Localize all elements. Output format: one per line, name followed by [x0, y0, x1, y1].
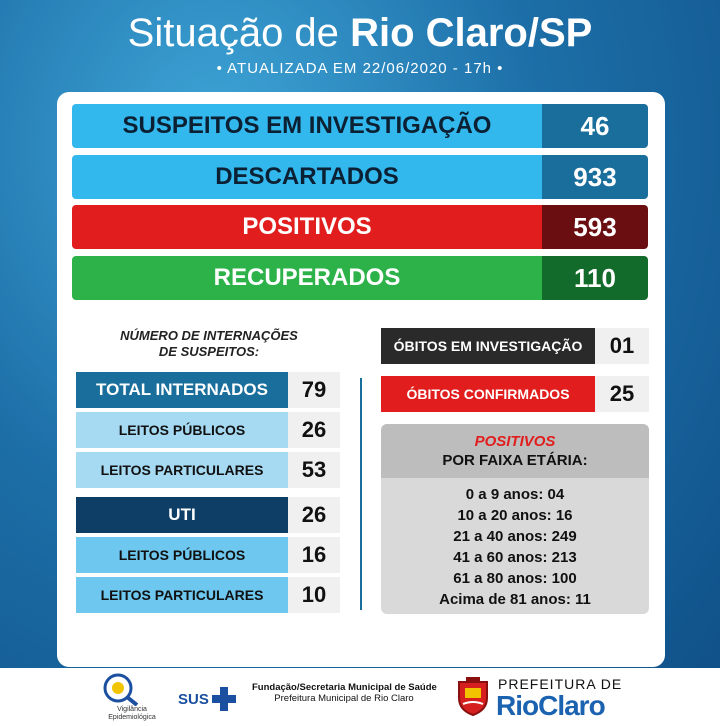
row-value: 53 — [288, 452, 340, 488]
obitos-label: ÓBITOS CONFIRMADOS — [381, 376, 595, 412]
internacoes-heading-line2: DE SUSPEITOS: — [158, 344, 260, 359]
row-value: 10 — [288, 577, 340, 613]
summary-label: POSITIVOS — [72, 205, 542, 249]
vigilancia-line1: Vigilância — [117, 706, 147, 713]
summary-value: 933 — [542, 155, 648, 199]
summary-value: 593 — [542, 205, 648, 249]
obitos-confirmados: ÓBITOS CONFIRMADOS 25 — [381, 376, 649, 412]
list-item: 10 a 20 anos: 16 — [457, 507, 573, 524]
obitos-investigacao: ÓBITOS EM INVESTIGAÇÃO 01 — [381, 328, 649, 364]
faixa-etaria-box: POSITIVOS POR FAIXA ETÁRIA: 0 a 9 anos: … — [381, 424, 649, 614]
row-label: LEITOS PÚBLICOS — [76, 537, 288, 573]
prefeitura-logo: PREFEITURA DE RioClaro — [456, 674, 656, 722]
row-label: TOTAL INTERNADOS — [76, 372, 288, 408]
footer-logos: Vigilância Epidemiológica SUS Fundação/S… — [0, 668, 720, 726]
column-divider — [360, 378, 362, 610]
obitos-value: 25 — [595, 376, 649, 412]
summary-descartados: DESCARTADOS 933 — [72, 155, 648, 199]
row-label: UTI — [76, 497, 288, 533]
row-label: LEITOS PÚBLICOS — [76, 412, 288, 448]
vigilancia-text: Vigilância Epidemiológica — [92, 706, 172, 722]
sus-text: SUS — [178, 690, 209, 708]
fundacao-line2: Prefeitura Municipal de Rio Claro — [274, 693, 414, 704]
faixa-etaria-list: 0 a 9 anos: 04 10 a 20 anos: 16 21 a 40 … — [381, 478, 649, 610]
row-value: 26 — [288, 412, 340, 448]
summary-value: 46 — [542, 104, 648, 148]
fundacao-logo: Fundação/Secretaria Municipal de Saúde P… — [252, 682, 437, 704]
prefeitura-line2: RioClaro — [496, 690, 606, 721]
list-item: 61 a 80 anos: 100 — [453, 570, 577, 587]
row-uti-leitos-publicos: LEITOS PÚBLICOS 16 — [76, 537, 340, 573]
page-title: Situação de Rio Claro/SP — [0, 10, 720, 56]
row-value: 79 — [288, 372, 340, 408]
row-uti: UTI 26 — [76, 497, 340, 533]
row-uti-leitos-particulares: LEITOS PARTICULARES 10 — [76, 577, 340, 613]
internacoes-heading: NÚMERO DE INTERNAÇÕES DE SUSPEITOS: — [78, 328, 340, 360]
summary-label: SUSPEITOS EM INVESTIGAÇÃO — [72, 104, 542, 148]
row-value: 16 — [288, 537, 340, 573]
summary-suspeitos: SUSPEITOS EM INVESTIGAÇÃO 46 — [72, 104, 648, 148]
faixa-etaria-title-line1: POSITIVOS — [474, 433, 556, 450]
row-label: LEITOS PARTICULARES — [76, 577, 288, 613]
title-prefix: Situação de — [127, 11, 339, 55]
list-item: 0 a 9 anos: 04 — [465, 486, 565, 503]
faixa-etaria-heading: POSITIVOS POR FAIXA ETÁRIA: — [381, 424, 649, 478]
title-location: Rio Claro/SP — [350, 11, 593, 55]
sus-logo: SUS — [178, 686, 237, 712]
row-value: 26 — [288, 497, 340, 533]
guide-url-link[interactable]: www.saude-rioclaro.org.br — [290, 649, 430, 661]
row-total-internados: TOTAL INTERNADOS 79 — [76, 372, 340, 408]
summary-positivos: POSITIVOS 593 — [72, 205, 648, 249]
obitos-label: ÓBITOS EM INVESTIGAÇÃO — [381, 328, 595, 364]
row-leitos-particulares: LEITOS PARTICULARES 53 — [76, 452, 340, 488]
internacoes-heading-line1: NÚMERO DE INTERNAÇÕES — [120, 328, 298, 343]
row-leitos-publicos: LEITOS PÚBLICOS 26 — [76, 412, 340, 448]
summary-label: RECUPERADOS — [72, 256, 542, 300]
guide-title: ACESSE NOSSO GUIA DE PREVENÇÃO EM: — [235, 633, 485, 645]
summary-value: 110 — [542, 256, 648, 300]
rio-claro-crest-icon — [458, 677, 488, 716]
sus-cross-icon — [211, 687, 236, 711]
row-label: LEITOS PARTICULARES — [76, 452, 288, 488]
prefeitura-line1: PREFEITURA DE — [498, 676, 623, 692]
list-item: Acima de 81 anos: 11 — [439, 591, 591, 608]
faixa-etaria-title-line2: POR FAIXA ETÁRIA: — [442, 452, 588, 469]
summary-label: DESCARTADOS — [72, 155, 542, 199]
summary-recuperados: RECUPERADOS 110 — [72, 256, 648, 300]
vigilancia-logo-icon — [103, 673, 139, 706]
update-subtitle: • ATUALIZADA EM 22/06/2020 - 17h • — [216, 60, 504, 77]
obitos-value: 01 — [595, 328, 649, 364]
list-item: 41 a 60 anos: 213 — [453, 549, 577, 566]
fundacao-line1: Fundação/Secretaria Municipal de Saúde — [252, 682, 437, 693]
list-item: 21 a 40 anos: 249 — [453, 528, 577, 545]
vigilancia-logo: Vigilância Epidemiológica — [92, 672, 172, 722]
vigilancia-line2: Epidemiológica — [108, 714, 156, 721]
